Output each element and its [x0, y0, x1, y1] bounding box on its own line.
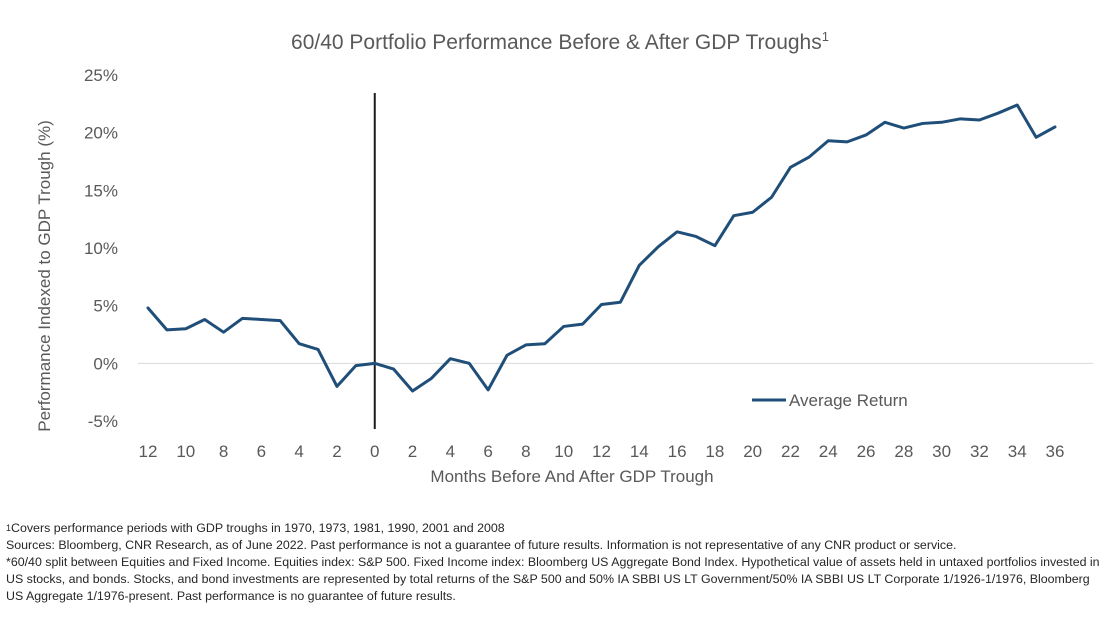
- x-tick-label: 34: [1008, 442, 1027, 461]
- y-tick-label: 5%: [93, 297, 118, 316]
- footnotes: 1Covers performance periods with GDP tro…: [6, 520, 1106, 605]
- x-tick-label: 6: [257, 442, 266, 461]
- x-tick-label: 28: [894, 442, 913, 461]
- y-tick-label: -5%: [88, 412, 118, 431]
- x-tick-label: 18: [705, 442, 724, 461]
- x-tick-label: 8: [521, 442, 530, 461]
- y-tick-label: 15%: [84, 181, 118, 200]
- x-tick-label: 26: [857, 442, 876, 461]
- x-tick-label: 2: [408, 442, 417, 461]
- x-tick-label: 22: [781, 442, 800, 461]
- x-tick-label: 12: [139, 442, 158, 461]
- x-tick-label: 0: [370, 442, 379, 461]
- x-tick-label: 10: [554, 442, 573, 461]
- x-tick-label: 8: [219, 442, 228, 461]
- footnote-1-text: Covers performance periods with GDP trou…: [11, 521, 505, 535]
- x-tick-label: 4: [294, 442, 303, 461]
- x-tick-label: 6: [483, 442, 492, 461]
- legend: Average Return: [752, 391, 908, 410]
- y-axis-title: Performance Indexed to GDP Trough (%): [35, 120, 54, 432]
- y-tick-label: 20%: [84, 124, 118, 143]
- footnote-1-marker: 1: [6, 523, 12, 533]
- y-tick-label: 10%: [84, 239, 118, 258]
- chart-title-superscript: 1: [822, 29, 829, 44]
- sources-note: Sources: Bloomberg, CNR Research, as of …: [6, 538, 957, 552]
- x-axis-tick-labels: 12 10 8 6 4 2 0 2 4 6 8 10 12 14 16 18 20 22 24 26 28 30 32 34 3…: [139, 442, 1065, 461]
- x-tick-label: 4: [446, 442, 455, 461]
- legend-label-average-return: Average Return: [789, 391, 908, 410]
- line-chart: 60/40 Portfolio Performance Before & Aft…: [35, 29, 1093, 486]
- x-tick-label: 14: [630, 442, 649, 461]
- x-tick-label: 30: [932, 442, 951, 461]
- methodology-note: *60/40 split between Equities and Fixed …: [6, 555, 1100, 603]
- x-tick-label: 36: [1046, 442, 1065, 461]
- x-tick-label: 2: [332, 442, 341, 461]
- y-tick-label: 25%: [84, 66, 118, 85]
- x-tick-label: 12: [592, 442, 611, 461]
- x-tick-label: 20: [743, 442, 762, 461]
- x-tick-label: 10: [176, 442, 195, 461]
- chart-title: 60/40 Portfolio Performance Before & Aft…: [291, 29, 829, 54]
- y-axis-tick-labels: 25% 20% 15% 10% 5% 0% -5%: [84, 66, 118, 431]
- footnote-1: 1Covers performance periods with GDP tro…: [6, 520, 1106, 537]
- x-tick-label: 16: [668, 442, 687, 461]
- y-tick-label: 0%: [93, 354, 118, 373]
- x-tick-label: 24: [819, 442, 838, 461]
- x-axis-title: Months Before And After GDP Trough: [430, 467, 713, 486]
- series-line-average-return: [146, 103, 1057, 393]
- x-tick-label: 32: [970, 442, 989, 461]
